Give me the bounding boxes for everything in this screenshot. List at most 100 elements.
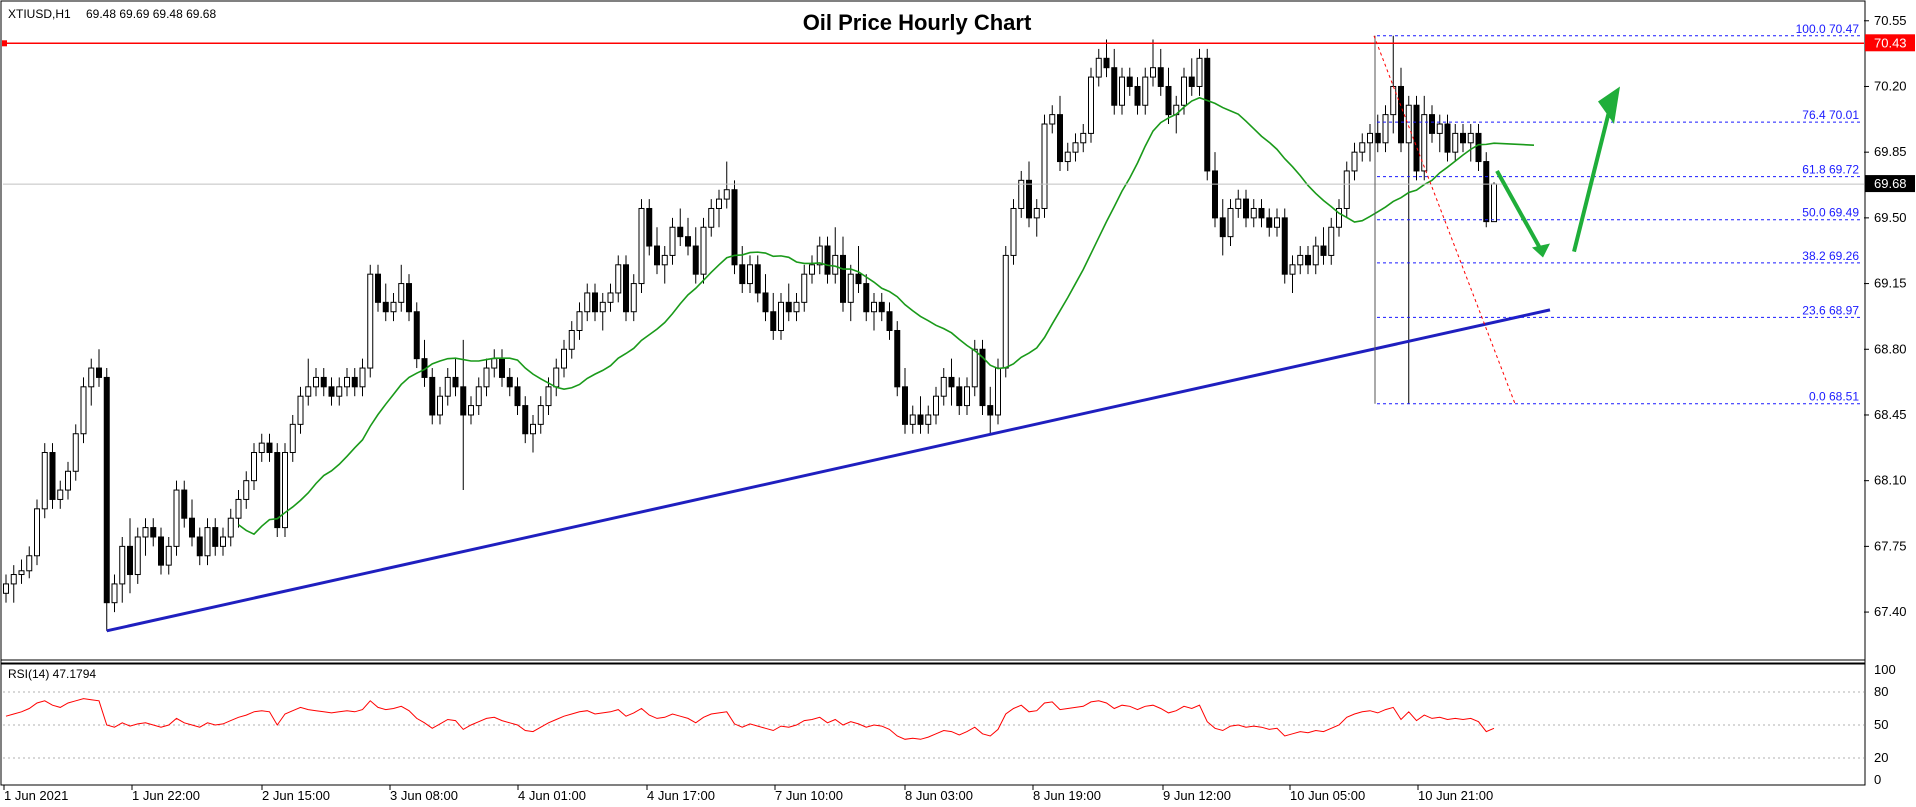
- x-tick-label: 4 Jun 01:00: [518, 788, 586, 803]
- candle-body: [1212, 170, 1218, 219]
- candle: [778, 292, 784, 340]
- candle-body: [878, 301, 885, 313]
- x-tick-label: 1 Jun 2021: [4, 788, 68, 803]
- candle-body: [816, 245, 823, 266]
- candle: [1274, 208, 1280, 237]
- candle-body: [1390, 85, 1397, 116]
- candle-body: [1188, 76, 1195, 87]
- candle-body: [437, 395, 443, 416]
- candle: [65, 461, 71, 500]
- candle: [592, 283, 598, 322]
- candle-body: [375, 273, 381, 303]
- candle-body: [1204, 57, 1211, 172]
- candle-body: [243, 480, 250, 500]
- candle-body: [359, 367, 366, 388]
- candle: [460, 339, 467, 491]
- candle: [1188, 58, 1195, 96]
- candle: [444, 368, 451, 406]
- candle-body: [1320, 245, 1327, 256]
- candle-body: [1041, 123, 1048, 209]
- candle: [692, 227, 699, 284]
- candle: [1103, 39, 1110, 78]
- chart-title: Oil Price Hourly Chart: [803, 10, 1032, 35]
- candle: [1150, 39, 1156, 87]
- candle-body: [1111, 67, 1118, 106]
- candle-body: [406, 283, 412, 313]
- candle: [367, 264, 374, 378]
- candle-body: [26, 555, 33, 572]
- candle: [1041, 114, 1048, 218]
- candle: [956, 377, 963, 415]
- candle: [1436, 114, 1443, 153]
- candle-body: [708, 207, 715, 228]
- candle-body: [971, 348, 978, 388]
- forecast-arrow-up-head: [1598, 86, 1620, 125]
- candle-body: [1126, 76, 1133, 87]
- candle: [522, 396, 529, 444]
- candle-body: [948, 376, 955, 388]
- candle: [88, 358, 95, 406]
- candle: [747, 255, 753, 293]
- support-trendline: [106, 308, 1551, 633]
- candle-body: [1181, 76, 1187, 106]
- candle: [289, 414, 296, 462]
- candle-body: [57, 489, 64, 500]
- ohlc-header: 69.48 69.69 69.48 69.68: [86, 7, 216, 21]
- candle-body: [390, 301, 397, 313]
- candle: [847, 264, 854, 322]
- candle: [801, 264, 808, 312]
- candle-body: [1274, 217, 1280, 228]
- candle: [1049, 105, 1056, 134]
- candle-body: [615, 264, 622, 294]
- resistance-price-box: [1865, 34, 1915, 52]
- candle: [933, 386, 939, 425]
- candle-body: [282, 452, 288, 529]
- candle: [1111, 48, 1118, 115]
- candle-body: [65, 470, 71, 491]
- candle-body: [1088, 76, 1094, 134]
- candle: [530, 414, 536, 453]
- candle: [1142, 67, 1149, 115]
- candle-body: [328, 386, 335, 397]
- candle-body: [499, 358, 505, 378]
- candle-body: [181, 489, 188, 519]
- candle: [41, 443, 48, 519]
- candle: [754, 255, 761, 303]
- y-tick-label: 69.15: [1874, 276, 1907, 291]
- rsi-y-tick-label: 0: [1874, 772, 1881, 787]
- candle: [824, 236, 831, 284]
- candle-body: [840, 254, 846, 303]
- candle: [1429, 105, 1435, 143]
- candle-body: [297, 395, 304, 425]
- candle: [723, 161, 730, 209]
- candle: [1467, 124, 1474, 162]
- candle: [390, 292, 397, 322]
- candle: [599, 292, 606, 331]
- candle: [1359, 133, 1366, 162]
- candle-body: [80, 386, 87, 435]
- candle-body: [832, 254, 839, 275]
- candle: [832, 227, 839, 284]
- candle-body: [871, 301, 877, 313]
- rsi-y-tick-label: 50: [1874, 717, 1888, 732]
- y-tick-label: 68.10: [1874, 473, 1907, 488]
- candle: [313, 368, 319, 397]
- candle-body: [576, 311, 583, 332]
- candle-body: [444, 376, 451, 397]
- candle-body: [72, 433, 79, 472]
- candle: [134, 527, 141, 584]
- candle-body: [1367, 132, 1373, 144]
- candle: [607, 283, 614, 312]
- candle: [1444, 114, 1451, 162]
- rsi-y-tick-label: 80: [1874, 684, 1888, 699]
- candle: [344, 368, 350, 397]
- candle: [669, 217, 676, 265]
- candle: [902, 368, 908, 434]
- candle-body: [1452, 132, 1459, 153]
- moving-average-line: [238, 96, 1535, 536]
- candle: [1243, 189, 1249, 228]
- candle: [1219, 199, 1226, 256]
- candle: [1010, 199, 1017, 265]
- candle-body: [607, 292, 614, 303]
- candle-body: [1312, 245, 1319, 266]
